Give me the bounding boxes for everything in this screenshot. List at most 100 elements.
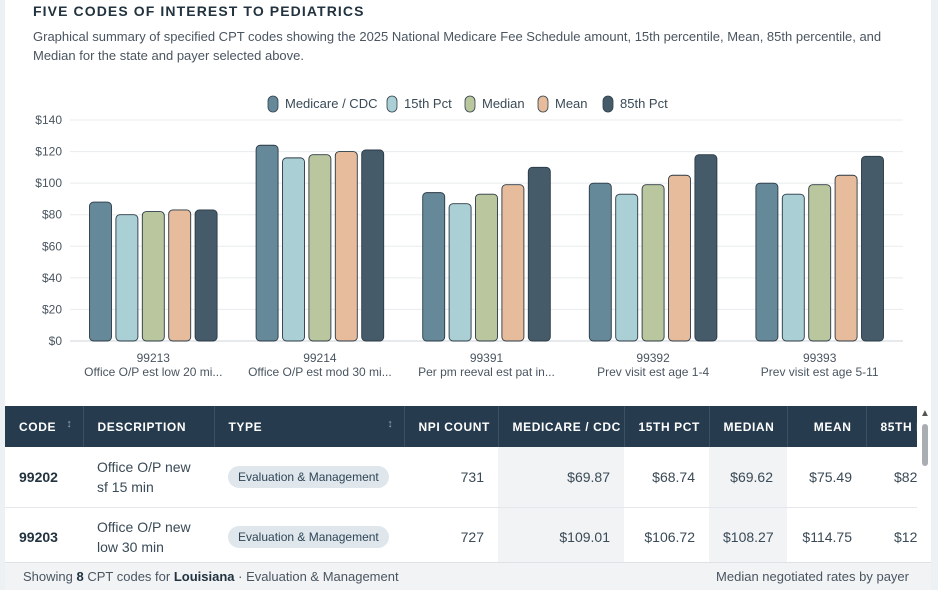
- cell-type: Evaluation & Management: [214, 507, 404, 562]
- bar: [255, 144, 279, 342]
- bar: [141, 211, 165, 342]
- bar: [861, 155, 884, 342]
- cell-description: Office O/P new low 30 min: [97, 519, 191, 555]
- scroll-up-icon[interactable]: ▲: [920, 408, 930, 419]
- table-scrollbar[interactable]: ▲: [919, 406, 931, 562]
- cell-code: 99202: [19, 468, 58, 485]
- col-header-description: DESCRIPTION: [83, 406, 215, 447]
- cell-mean: $114.75: [802, 529, 852, 545]
- bar: [361, 149, 385, 342]
- footer-note: Median negotiated rates by payer: [716, 569, 909, 584]
- col-header-85th-pct: 85TH PCT: [866, 406, 917, 447]
- footer-prefix: Showing: [23, 569, 73, 584]
- codes-table-container: CODE ↕ DESCRIPTION TYPE ↕ NPI COUNT MEDICA…: [5, 406, 917, 562]
- legend-label: Median: [482, 96, 525, 111]
- x-tick-description: Prev visit est age 1-4: [597, 365, 709, 379]
- cell-15th-pct: $106.72: [644, 529, 695, 545]
- bar: [641, 184, 665, 342]
- y-tick-label: $60: [42, 239, 62, 253]
- bar: [308, 154, 332, 342]
- cell-median: $69.62: [709, 447, 787, 507]
- col-header-type[interactable]: TYPE ↕: [214, 406, 405, 447]
- legend-label: 85th Pct: [620, 96, 668, 111]
- bar: [501, 184, 525, 342]
- cell-85th-pct: $120: [894, 529, 917, 545]
- type-badge: Evaluation & Management: [228, 465, 389, 488]
- chart-card: FIVE CODES OF INTEREST TO PEDIATRICS Gra…: [5, 0, 931, 590]
- bar: [168, 209, 192, 342]
- col-header-code[interactable]: CODE ↕: [5, 406, 84, 447]
- y-tick-label: $20: [42, 302, 62, 316]
- bar: [781, 193, 805, 342]
- bar: [755, 182, 779, 342]
- x-tick-label: 99392: [636, 351, 670, 365]
- cell-85th-pct: $82: [894, 468, 917, 485]
- y-tick-label: $140: [35, 113, 62, 127]
- bar: [808, 184, 832, 342]
- cell-medicare: $69.87: [498, 447, 624, 507]
- bar-chart: $0 $20 $40 $60 $80 $100 $120 $140 Medicare / CDC…: [35, 95, 903, 379]
- y-tick-label: $0: [49, 334, 63, 348]
- bar: [115, 214, 139, 342]
- bar: [89, 201, 112, 342]
- codes-table: CODE ↕ DESCRIPTION TYPE ↕ NPI COUNT MEDICA…: [5, 406, 917, 562]
- cell-code: 99203: [19, 529, 58, 545]
- scrollbar-thumb[interactable]: [922, 424, 928, 466]
- sort-icon[interactable]: ↕: [387, 418, 394, 430]
- col-header-medicare: MEDICARE / CDC: [498, 406, 625, 447]
- cell-medicare: $109.01: [498, 507, 624, 562]
- bar: [668, 174, 691, 342]
- bar: [422, 192, 446, 342]
- legend-label: Medicare / CDC: [285, 96, 377, 111]
- table-header-row: CODE ↕ DESCRIPTION TYPE ↕ NPI COUNT MEDICA…: [5, 406, 917, 447]
- x-tick-label: 99391: [470, 351, 504, 365]
- cell-description: Office O/P new sf 15 min: [97, 458, 191, 495]
- footer-summary: Showing 8 CPT codes for Louisiana · Eval…: [23, 569, 399, 584]
- cell-npi-count: 727: [460, 529, 484, 545]
- footer-count: 8: [76, 569, 84, 584]
- y-tick-label: $100: [35, 176, 62, 190]
- cell-type: Evaluation & Management: [214, 447, 404, 507]
- table-row[interactable]: 99203 Office O/P new low 30 min Evaluati…: [5, 507, 917, 562]
- x-tick-label: 99214: [303, 351, 337, 365]
- bar: [615, 193, 639, 342]
- col-header-npi-count: NPI COUNT: [404, 406, 499, 447]
- bar: [475, 193, 498, 342]
- bar: [588, 182, 612, 342]
- cell-median: $108.27: [709, 507, 787, 562]
- bar: [527, 166, 551, 342]
- legend-swatch: [386, 95, 398, 113]
- x-tick-label: 99393: [803, 351, 837, 365]
- footer-state: Louisiana: [173, 569, 235, 584]
- y-tick-label: $120: [35, 145, 62, 159]
- bar: [694, 154, 718, 342]
- legend-label: 15th Pct: [404, 96, 452, 111]
- x-tick-description: Per pm reeval est pat in...: [418, 365, 555, 379]
- legend-swatch: [602, 95, 614, 113]
- type-badge: Evaluation & Management: [228, 526, 389, 548]
- x-tick-description: Office O/P est low 20 mi...: [84, 365, 222, 379]
- col-header-median: MEDIAN: [709, 406, 788, 447]
- bar: [448, 203, 472, 342]
- footer-suffix: · Evaluation & Management: [238, 569, 399, 584]
- page-title: FIVE CODES OF INTEREST TO PEDIATRICS: [33, 3, 365, 19]
- table-row[interactable]: 99202 Office O/P new sf 15 min Evaluatio…: [5, 447, 917, 507]
- cell-mean: $75.49: [809, 468, 852, 485]
- x-tick-label: 99213: [137, 351, 171, 365]
- legend-swatch: [537, 95, 549, 113]
- bar: [194, 209, 218, 342]
- footer-middle: CPT codes for: [87, 569, 171, 584]
- legend-swatch: [464, 95, 476, 113]
- cell-15th-pct: $68.74: [652, 468, 695, 485]
- sort-icon[interactable]: ↕: [66, 418, 73, 430]
- x-tick-description: Office O/P est mod 30 mi...: [248, 365, 392, 379]
- x-tick-description: Prev visit est age 5-11: [761, 365, 879, 379]
- col-header-15th-pct: 15TH PCT: [624, 406, 710, 447]
- col-header-mean: MEAN: [787, 406, 867, 447]
- legend-label: Mean: [555, 96, 588, 111]
- page-subtitle: Graphical summary of specified CPT codes…: [33, 29, 882, 63]
- table-footer: Showing 8 CPT codes for Louisiana · Eval…: [5, 562, 931, 590]
- legend-swatch: [267, 95, 279, 113]
- bar: [834, 174, 858, 342]
- cell-npi-count: 731: [460, 468, 484, 485]
